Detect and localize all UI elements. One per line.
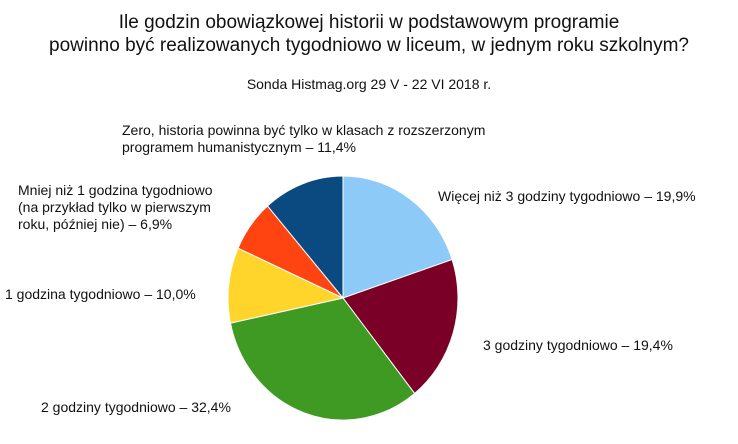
slice-label-3-hours: 3 godziny tygodniowo – 19,4% [483, 337, 673, 354]
slice-label-line: Mniej niż 1 godzina tygodniowo [18, 182, 213, 198]
slice-label-line: 2 godziny tygodniowo – 32,4% [41, 399, 231, 415]
pie-slice-2 [342, 258, 459, 395]
slice-label-line: Więcej niż 3 godziny tygodniowo – 19,9% [438, 188, 696, 204]
pie-slice-3 [229, 297, 416, 421]
slice-label-1-hour: 1 godzina tygodniowo – 10,0% [5, 286, 196, 303]
pie-slice-4 [227, 247, 345, 324]
chart-title-line-2: powinno być realizowanych tygodniowo w l… [49, 35, 689, 56]
slice-label-line: programem humanistycznym – 11,4% [122, 139, 356, 155]
slice-label-less-than-1: Mniej niż 1 godzina tygodniowo (na przyk… [18, 182, 213, 233]
slice-label-2-hours: 2 godziny tygodniowo – 32,4% [41, 399, 231, 416]
slice-label-zero: Zero, historia powinna być tylko w klasa… [122, 122, 485, 156]
slice-label-more-than-3: Więcej niż 3 godziny tygodniowo – 19,9% [438, 188, 696, 205]
slice-label-line: Zero, historia powinna być tylko w klasa… [122, 122, 486, 138]
slice-label-line: roku, później nie) – 6,9% [18, 216, 173, 232]
chart-title-line-1: Ile godzin obowiązkowej historii w podst… [118, 12, 620, 33]
pie-slice-6 [266, 175, 344, 300]
pie-slice-1 [342, 175, 453, 299]
slice-label-line: 3 godziny tygodniowo – 19,4% [483, 337, 673, 353]
slice-label-line: 1 godzina tygodniowo – 10,0% [5, 286, 196, 302]
chart-subtitle: Sonda Histmag.org 29 V - 22 VI 2018 r. [246, 76, 492, 92]
slice-label-line: (na przykład tylko w pierwszym [18, 199, 211, 215]
